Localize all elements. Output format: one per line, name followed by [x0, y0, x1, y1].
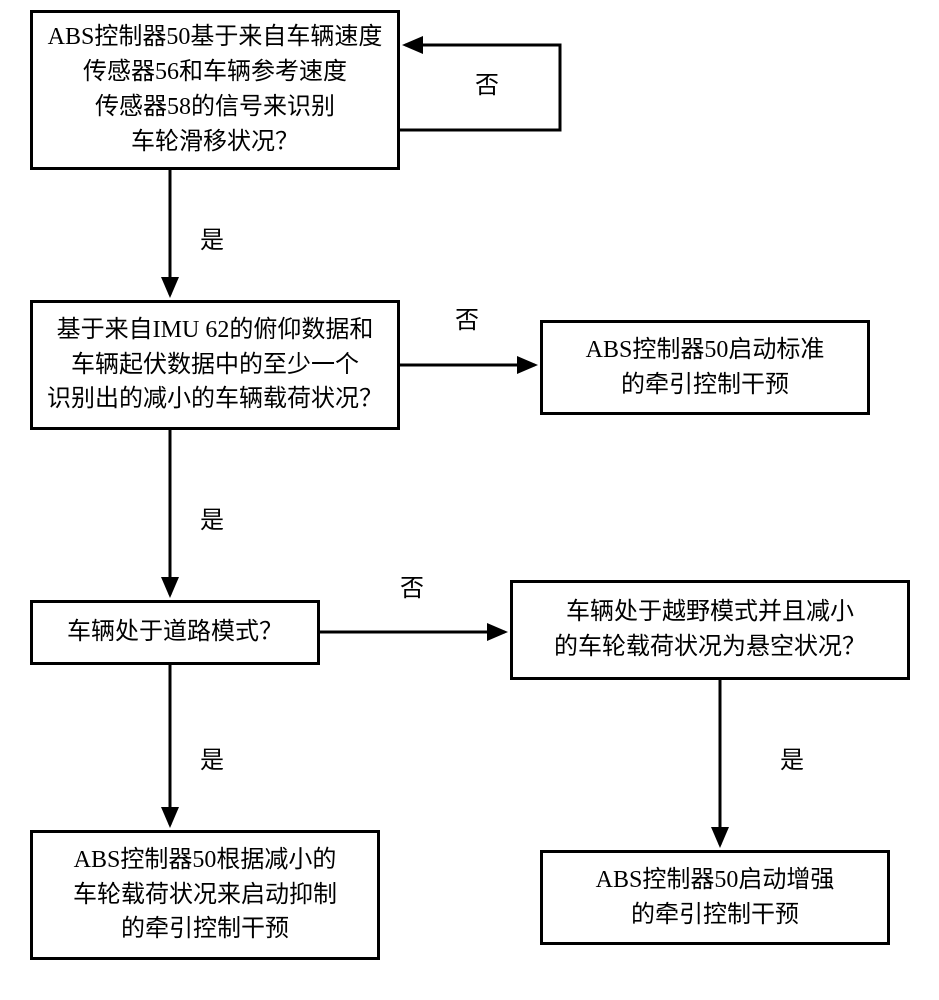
label-yes-3: 是 — [200, 740, 224, 775]
label-no-2-text: 否 — [455, 308, 479, 334]
node-n3: ABS控制器50启动标准的牵引控制干预 — [540, 320, 870, 415]
label-no-1: 否 — [475, 65, 499, 100]
node-n2-text: 基于来自IMU 62的俯仰数据和车辆起伏数据中的至少一个识别出的减小的车辆载荷状… — [47, 313, 383, 417]
label-yes-2: 是 — [200, 500, 224, 535]
node-n3-text: ABS控制器50启动标准的牵引控制干预 — [586, 333, 825, 403]
label-no-1-text: 否 — [475, 73, 499, 99]
node-n5-text: 车辆处于越野模式并且减小的车轮载荷状况为悬空状况？ — [554, 595, 866, 665]
label-yes-4-text: 是 — [780, 748, 804, 774]
label-yes-4: 是 — [780, 740, 804, 775]
label-no-3: 否 — [400, 568, 424, 603]
node-n1: ABS控制器50基于来自车辆速度传感器56和车辆参考速度传感器58的信号来识别车… — [30, 10, 400, 170]
node-n2: 基于来自IMU 62的俯仰数据和车辆起伏数据中的至少一个识别出的减小的车辆载荷状… — [30, 300, 400, 430]
label-yes-2-text: 是 — [200, 508, 224, 534]
node-n1-text: ABS控制器50基于来自车辆速度传感器56和车辆参考速度传感器58的信号来识别车… — [48, 20, 383, 159]
node-n7-text: ABS控制器50启动增强的牵引控制干预 — [596, 863, 835, 933]
node-n4-text: 车辆处于道路模式？ — [67, 615, 283, 650]
node-n4: 车辆处于道路模式？ — [30, 600, 320, 665]
node-n6-text: ABS控制器50根据减小的车轮载荷状况来启动抑制的牵引控制干预 — [73, 843, 337, 947]
label-yes-1-text: 是 — [200, 228, 224, 254]
node-n7: ABS控制器50启动增强的牵引控制干预 — [540, 850, 890, 945]
label-yes-1: 是 — [200, 220, 224, 255]
node-n6: ABS控制器50根据减小的车轮载荷状况来启动抑制的牵引控制干预 — [30, 830, 380, 960]
node-n5: 车辆处于越野模式并且减小的车轮载荷状况为悬空状况？ — [510, 580, 910, 680]
label-no-2: 否 — [455, 300, 479, 335]
label-yes-3-text: 是 — [200, 748, 224, 774]
flowchart-canvas: ABS控制器50基于来自车辆速度传感器56和车辆参考速度传感器58的信号来识别车… — [0, 0, 939, 1000]
label-no-3-text: 否 — [400, 576, 424, 602]
